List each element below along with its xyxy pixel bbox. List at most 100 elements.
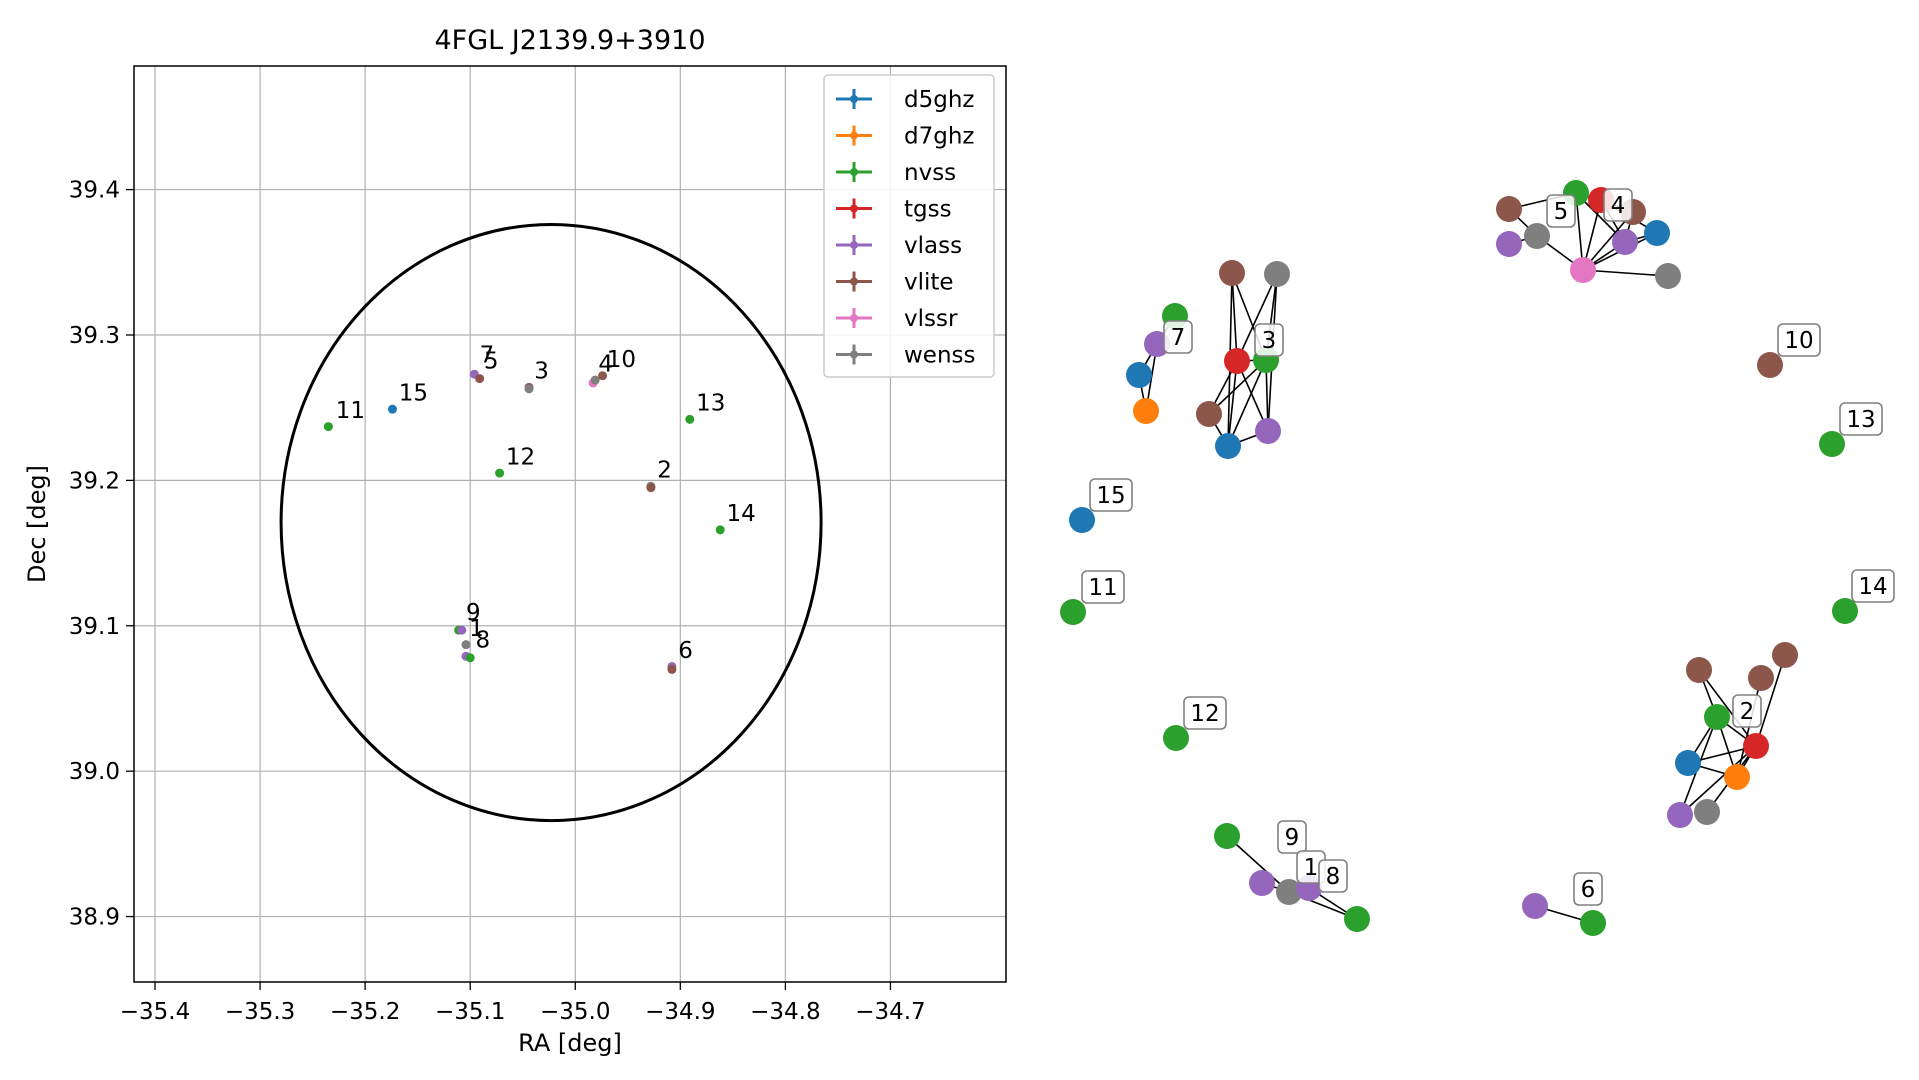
point-annotations: 15 11 75 3 410 12 13 2 14 918 6 — [336, 343, 756, 664]
network-label: 6 — [1573, 872, 1603, 906]
point-label: 6 — [678, 638, 693, 664]
network-label: 4 — [1603, 188, 1633, 222]
network-edge — [1208, 359, 1267, 415]
source-point — [387, 404, 397, 414]
network-edge — [1226, 835, 1290, 893]
network-label: 15 — [1089, 478, 1133, 512]
point-label: 11 — [336, 398, 365, 424]
x-axis-label: RA [deg] — [518, 1029, 622, 1057]
point-label: 15 — [399, 380, 428, 406]
network-label-text: 11 — [1088, 575, 1117, 601]
network-label: 1 — [1296, 850, 1326, 884]
network-node — [1655, 263, 1681, 289]
network-label: 5 — [1546, 194, 1576, 228]
network-label-box — [1254, 323, 1284, 357]
point-label: 8 — [475, 628, 490, 654]
grid-lines — [134, 66, 1006, 982]
legend-box — [823, 74, 995, 378]
network-node — [1580, 910, 1606, 936]
point-label: 10 — [607, 347, 636, 373]
point-label: 3 — [534, 359, 549, 385]
source-point — [524, 384, 534, 394]
network-label-text: 9 — [1285, 825, 1300, 851]
legend-label: wenss — [904, 343, 976, 369]
plot-frame — [133, 65, 1007, 983]
network-node — [1163, 725, 1189, 751]
source-point — [598, 371, 608, 381]
network-edge — [1582, 269, 1669, 277]
x-tick-label: −35.0 — [540, 999, 610, 1025]
network-label-box — [1573, 872, 1603, 906]
x-tick-label: −35.1 — [435, 999, 505, 1025]
legend-entry: tgss — [836, 197, 952, 223]
legend-label: vlssr — [904, 306, 958, 332]
association-network: 5 4 7 3 10 13 15 11 14 2 12 91 8 6 — [1060, 180, 1895, 936]
source-point — [646, 483, 656, 493]
network-node — [1644, 220, 1670, 246]
network-label-box — [1851, 569, 1895, 603]
network-label-text: 2 — [1740, 699, 1755, 725]
network-node — [1743, 733, 1769, 759]
legend-label: vlass — [904, 233, 962, 259]
network-node — [1344, 906, 1370, 932]
source-point — [495, 468, 505, 478]
network-node — [1667, 802, 1693, 828]
point-label: 1 — [469, 616, 484, 642]
legend-entry: nvss — [836, 160, 956, 186]
network-node — [1249, 870, 1275, 896]
network-node — [1215, 433, 1241, 459]
legend-marker-dot — [850, 314, 858, 322]
legend-entry: wenss — [836, 343, 976, 369]
network-label-text: 7 — [1171, 325, 1186, 351]
legend-entry: vlite — [836, 270, 954, 296]
network-label: 2 — [1732, 694, 1762, 728]
network-node — [1686, 657, 1712, 683]
error-ellipse — [279, 222, 823, 823]
source-points — [323, 369, 725, 674]
network-edge — [1755, 654, 1786, 747]
legend-marker-dot — [850, 350, 858, 359]
network-label-text: 12 — [1190, 701, 1219, 727]
network-label-box — [1546, 194, 1576, 228]
network-labels: 5 4 7 3 10 13 15 11 14 2 12 91 8 6 — [1081, 188, 1895, 906]
network-label: 11 — [1081, 570, 1125, 604]
y-tick-label: 39.4 — [69, 178, 120, 204]
x-tick-label: −34.8 — [750, 999, 820, 1025]
network-node — [1224, 348, 1250, 374]
network-label-text: 8 — [1326, 864, 1341, 890]
network-label-box — [1277, 820, 1307, 854]
legend-marker-dot — [850, 95, 858, 103]
network-label: 8 — [1318, 859, 1348, 893]
network-node — [1196, 401, 1222, 427]
legend: d5ghz d7ghz nvss tgss vlass vlite vlssr wenss — [823, 74, 995, 378]
point-label: 13 — [696, 391, 725, 417]
legend-label: d7ghz — [904, 124, 974, 150]
legend-entry: d5ghz — [836, 87, 974, 113]
network-edge — [1679, 745, 1757, 816]
point-label: 4 — [598, 351, 613, 377]
y-axis-ticks: 38.9 39.0 39.1 39.2 39.3 39.4 — [69, 178, 134, 931]
network-node — [1570, 257, 1596, 283]
y-tick-label: 39.3 — [69, 323, 120, 349]
network-node — [1214, 823, 1240, 849]
source-point — [323, 422, 333, 432]
legend-marker-dot — [850, 204, 858, 213]
legend-entry: vlssr — [836, 306, 958, 332]
network-edge — [1698, 669, 1757, 747]
network-node — [1069, 507, 1095, 533]
source-point — [457, 625, 467, 635]
network-node — [1704, 704, 1730, 730]
network-label-text: 1 — [1304, 855, 1319, 881]
network-node — [1264, 261, 1290, 287]
chart-title: 4FGL J2139.9+3910 — [434, 25, 705, 56]
network-node — [1496, 231, 1522, 257]
x-tick-label: −35.3 — [225, 999, 295, 1025]
point-label: 14 — [727, 501, 756, 527]
source-point — [590, 375, 600, 385]
point-label: 9 — [466, 600, 481, 626]
legend-label: nvss — [904, 160, 956, 186]
source-point — [465, 653, 475, 663]
x-tick-label: −35.2 — [330, 999, 400, 1025]
source-point — [475, 374, 485, 384]
network-label-box — [1839, 402, 1883, 436]
